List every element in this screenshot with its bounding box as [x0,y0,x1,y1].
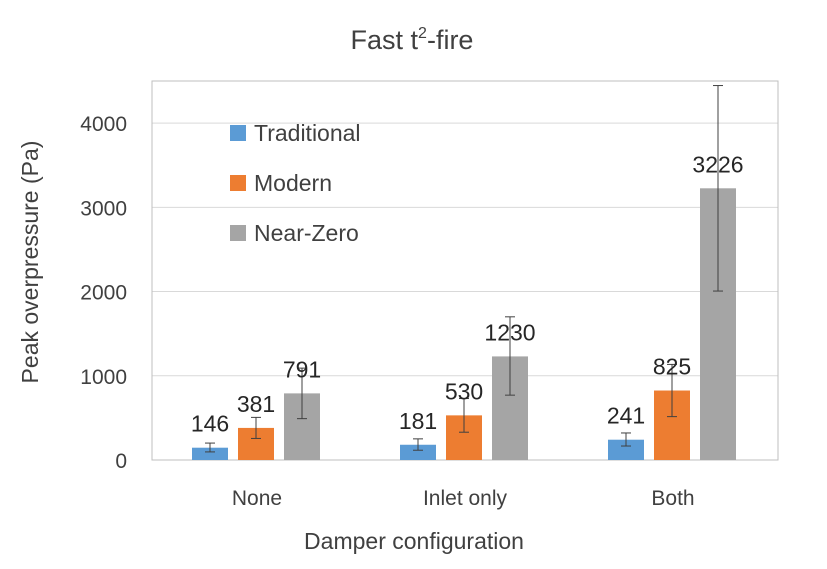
chart-title: Fast t2-fire [351,25,474,55]
data-label-2-1: 1230 [484,319,535,345]
data-label-0-2: 241 [607,403,645,429]
legend-label-1: Modern [254,170,332,196]
legend-label-0: Traditional [254,120,361,146]
chart-title-suffix: -fire [427,25,474,55]
chart-title-main: Fast t [351,25,419,55]
data-label-0-1: 181 [399,408,437,434]
x-tick-label-0: None [232,487,282,510]
data-label-1-2: 825 [653,354,691,380]
chart-title-superscript: 2 [418,25,427,42]
y-tick-label-4000: 4000 [80,113,127,136]
data-label-1-0: 381 [237,391,275,417]
legend-label-2: Near-Zero [254,220,359,246]
x-tick-label-2: Both [651,487,694,510]
x-tick-label-1: Inlet only [423,487,508,510]
y-tick-label-2000: 2000 [80,282,127,305]
legend-swatch-2 [230,225,246,241]
data-label-2-0: 791 [283,356,321,382]
y-tick-label-1000: 1000 [80,366,127,389]
data-label-0-0: 146 [191,411,229,437]
legend-swatch-0 [230,125,246,141]
y-tick-label-0: 0 [115,450,127,473]
y-tick-label-3000: 3000 [80,197,127,220]
data-label-2-2: 3226 [692,151,743,177]
y-axis-label: Peak overpressure (Pa) [17,141,43,384]
legend-swatch-1 [230,175,246,191]
x-axis-label: Damper configuration [304,528,524,554]
data-label-1-1: 530 [445,378,483,404]
